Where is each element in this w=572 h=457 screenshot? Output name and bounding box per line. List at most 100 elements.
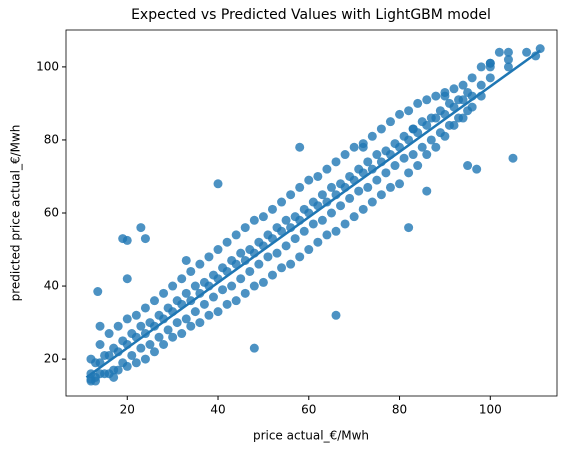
scatter-point (118, 358, 128, 368)
scatter-point (317, 215, 327, 225)
scatter-point (326, 208, 336, 218)
scatter-point (372, 175, 382, 185)
scatter-point (449, 84, 459, 94)
scatter-point (131, 310, 141, 320)
scatter-point (136, 343, 146, 353)
scatter-point (163, 303, 173, 313)
scatter-point (395, 109, 405, 119)
scatter-point (186, 266, 196, 276)
scatter-point (127, 350, 137, 360)
scatter-point (376, 190, 386, 200)
scatter-point (227, 255, 237, 265)
scatter-point (177, 329, 187, 339)
scatter-point (267, 270, 277, 280)
scatter-point (109, 372, 119, 382)
scatter-point (172, 318, 182, 328)
scatter-point (263, 252, 273, 262)
scatter-point (399, 153, 409, 163)
scatter-point (349, 142, 359, 152)
scatter-point (331, 226, 341, 236)
scatter-point (236, 274, 246, 284)
scatter-point (349, 212, 359, 222)
scatter-point (122, 314, 132, 324)
scatter-point (422, 186, 432, 196)
scatter-point (463, 106, 473, 116)
scatter-point (272, 223, 282, 233)
scatter-point (463, 87, 473, 97)
scatter-point (195, 318, 205, 328)
scatter-point (213, 245, 223, 255)
scatter-point (95, 321, 105, 331)
scatter-point (245, 245, 255, 255)
scatter-point (413, 98, 423, 108)
scatter-point (104, 329, 114, 339)
scatter-point (149, 347, 159, 357)
scatter-point (145, 339, 155, 349)
scatter-point (331, 157, 341, 167)
scatter-point (390, 139, 400, 149)
scatter-point (199, 299, 209, 309)
scatter-point (199, 277, 209, 287)
scatter-point (109, 365, 119, 375)
scatter-point (444, 120, 454, 130)
scatter-point (399, 131, 409, 141)
scatter-point (308, 219, 318, 229)
scatter-point (485, 73, 495, 83)
scatter-point (168, 332, 178, 342)
scatter-point (467, 73, 477, 83)
scatter-point (159, 288, 169, 298)
scatter-point (308, 197, 318, 207)
scatter-point (304, 175, 314, 185)
scatter-point (190, 281, 200, 291)
scatter-point (100, 350, 110, 360)
scatter-point (367, 164, 377, 174)
scatter-point (417, 117, 427, 127)
scatter-point (322, 164, 332, 174)
y-tick-label: 60 (44, 206, 59, 220)
scatter-point (277, 197, 287, 207)
scatter-point (458, 80, 468, 90)
scatter-point (277, 263, 287, 273)
scatter-point (503, 55, 513, 65)
scatter-point (154, 332, 164, 342)
scatter-point (258, 212, 268, 222)
scatter-point (113, 321, 123, 331)
scatter-point (93, 287, 103, 297)
scatter-point (295, 142, 305, 152)
scatter-point (240, 223, 250, 233)
scatter-point (168, 281, 178, 291)
scatter-point (286, 259, 296, 269)
scatter-point (340, 150, 350, 160)
x-tick-label: 40 (210, 403, 225, 417)
scatter-point (295, 252, 305, 262)
scatter-point (213, 179, 223, 189)
scatter-point (177, 274, 187, 284)
scatter-point (140, 303, 150, 313)
scatter-point (254, 237, 264, 247)
scatter-point (263, 230, 273, 240)
scatter-point (431, 91, 441, 101)
scatter-point (440, 91, 450, 101)
scatter-point (213, 307, 223, 317)
scatter-point (181, 288, 191, 298)
scatter-point (163, 325, 173, 335)
scatter-point (90, 358, 100, 368)
scatter-point (272, 248, 282, 258)
scatter-point (186, 321, 196, 331)
scatter-point (367, 197, 377, 207)
scatter-point (426, 113, 436, 123)
scatter-point (422, 95, 432, 105)
scatter-point (140, 354, 150, 364)
scatter-point (531, 51, 541, 61)
scatter-point (404, 223, 414, 233)
scatter-point (472, 164, 482, 174)
scatter-point (336, 179, 346, 189)
x-tick-label: 80 (392, 403, 407, 417)
scatter-point (313, 237, 323, 247)
scatter-point (181, 314, 191, 324)
scatter-point (381, 146, 391, 156)
scatter-point (258, 277, 268, 287)
scatter-point (299, 226, 309, 236)
scatter-point (154, 310, 164, 320)
